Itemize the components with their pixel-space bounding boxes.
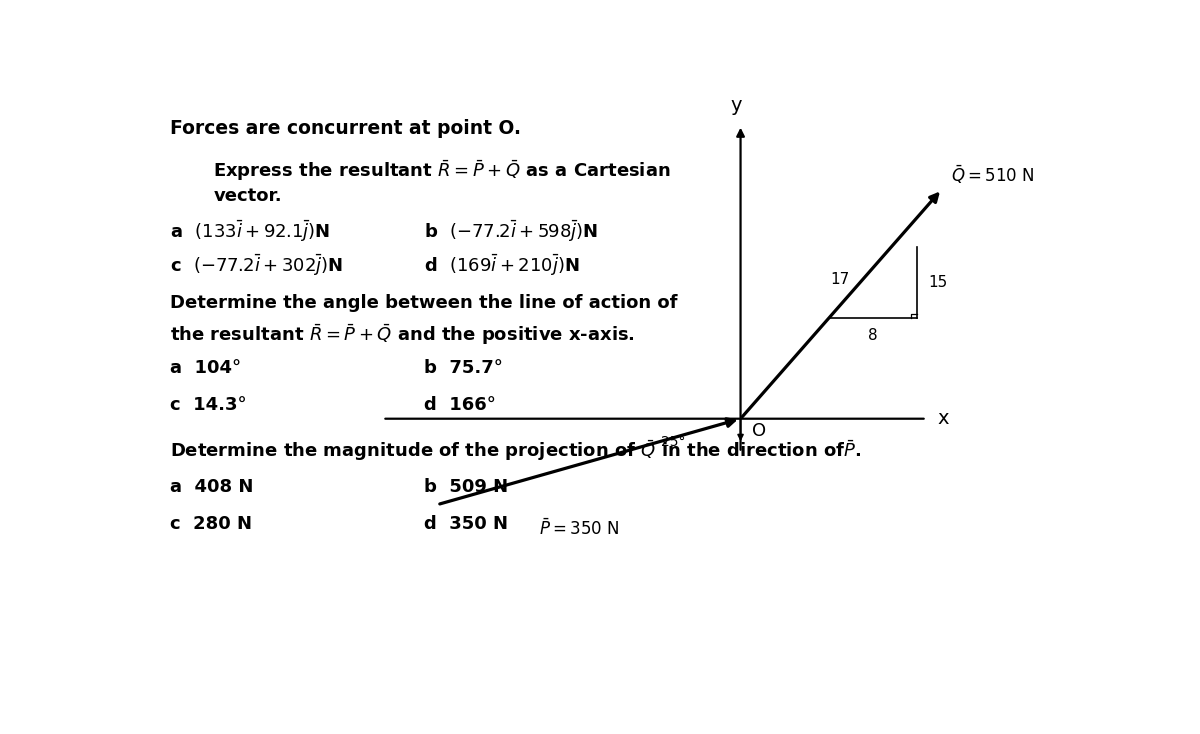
Text: a  104°: a 104° — [170, 360, 241, 377]
Text: Determine the angle between the line of action of: Determine the angle between the line of … — [170, 294, 678, 313]
Text: x: x — [937, 410, 949, 428]
Text: vector.: vector. — [214, 187, 282, 205]
Text: b  509 N: b 509 N — [425, 478, 509, 496]
Text: b  75.7°: b 75.7° — [425, 360, 503, 377]
Text: 15: 15 — [929, 275, 948, 290]
Text: 17: 17 — [830, 272, 850, 287]
Text: d  166°: d 166° — [425, 396, 497, 414]
Text: c  280 N: c 280 N — [170, 515, 252, 533]
Text: a  $(133\bar{i} + 92.1\bar{j})$N: a $(133\bar{i} + 92.1\bar{j})$N — [170, 218, 331, 244]
Text: $\bar{P} = 350$ N: $\bar{P} = 350$ N — [539, 519, 619, 539]
Text: y: y — [730, 95, 742, 115]
Text: Express the resultant $\bar{R} = \bar{P} + \bar{Q}$ as a Cartesian: Express the resultant $\bar{R} = \bar{P}… — [214, 159, 671, 184]
Text: c  $(-77.2\bar{i} + 302\bar{j})$N: c $(-77.2\bar{i} + 302\bar{j})$N — [170, 252, 343, 277]
Text: c  14.3°: c 14.3° — [170, 396, 247, 414]
Text: $\bar{Q} = 510$ N: $\bar{Q} = 510$ N — [952, 164, 1034, 186]
Text: the resultant $\bar{R} = \bar{P} + \bar{Q}$ and the positive x-axis.: the resultant $\bar{R} = \bar{P} + \bar{… — [170, 323, 636, 347]
Text: d  350 N: d 350 N — [425, 515, 509, 533]
Text: d  $(169\bar{i} + 210\bar{j})$N: d $(169\bar{i} + 210\bar{j})$N — [425, 252, 580, 277]
Text: Determine the magnitude of the projection of $\bar{Q}$ in the direction of$\bar{: Determine the magnitude of the projectio… — [170, 438, 862, 463]
Text: b  $(-77.2\bar{i} + 598\bar{j})$N: b $(-77.2\bar{i} + 598\bar{j})$N — [425, 218, 599, 244]
Text: 8: 8 — [869, 328, 878, 343]
Text: Forces are concurrent at point O.: Forces are concurrent at point O. — [170, 119, 522, 138]
Text: O: O — [751, 421, 766, 440]
Text: a  408 N: a 408 N — [170, 478, 254, 496]
Text: 25°: 25° — [661, 435, 686, 449]
